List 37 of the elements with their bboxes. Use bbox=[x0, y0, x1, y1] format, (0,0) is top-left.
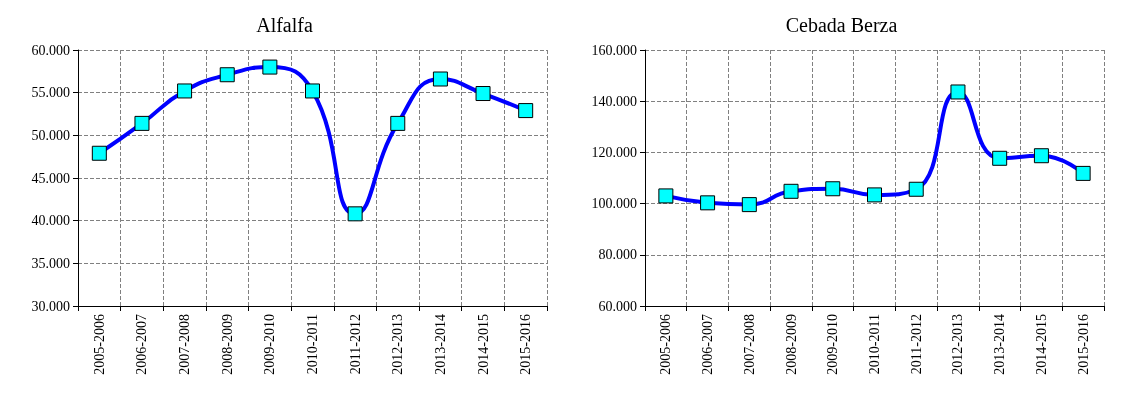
x-tick-label: 2007-2008 bbox=[177, 314, 193, 375]
y-tick-label: 140.000 bbox=[591, 93, 637, 109]
x-tick-label: 2013-2014 bbox=[992, 314, 1008, 375]
y-tick-label: 160.000 bbox=[591, 42, 637, 58]
y-tick-label: 45.000 bbox=[31, 170, 70, 186]
y-tick-label: 35.000 bbox=[31, 255, 70, 271]
x-tick-label: 2010-2011 bbox=[867, 314, 882, 375]
x-tick-label: 2010-2011 bbox=[305, 314, 320, 375]
x-tick-label: 2011-2012 bbox=[347, 314, 363, 375]
x-tick-label: 2005-2006 bbox=[91, 314, 107, 375]
x-tick-label: 2011-2012 bbox=[908, 314, 924, 375]
x-tick-label: 2013-2014 bbox=[432, 314, 448, 375]
x-tick-label: 2015-2016 bbox=[518, 314, 534, 375]
x-tick-label: 2006-2007 bbox=[134, 314, 150, 375]
y-tick-label: 40.000 bbox=[31, 213, 70, 229]
y-tick-label: 60.000 bbox=[31, 42, 70, 58]
x-tick-label: 2007-2008 bbox=[741, 314, 757, 375]
chart-title: Alfalfa bbox=[256, 14, 313, 36]
x-tick-label: 2008-2009 bbox=[219, 314, 235, 375]
x-tick-label: 2009-2010 bbox=[825, 314, 841, 375]
x-tick-label: 2006-2007 bbox=[700, 314, 716, 375]
x-tick-label: 2012-2013 bbox=[950, 314, 966, 375]
y-tick-label: 80.000 bbox=[598, 247, 637, 263]
y-tick-label: 120.000 bbox=[591, 144, 637, 160]
x-tick-label: 2014-2015 bbox=[1033, 314, 1049, 375]
chart-title: Cebada Berza bbox=[785, 14, 898, 36]
x-tick-label: 2008-2009 bbox=[783, 314, 799, 375]
x-tick-label: 2014-2015 bbox=[475, 314, 491, 375]
y-tick-label: 100.000 bbox=[591, 196, 637, 212]
x-tick-label: 2005-2006 bbox=[658, 314, 674, 375]
y-tick-label: 55.000 bbox=[31, 85, 70, 101]
y-tick-label: 30.000 bbox=[31, 298, 70, 314]
y-tick-label: 50.000 bbox=[31, 127, 70, 143]
x-tick-label: 2015-2016 bbox=[1075, 314, 1091, 375]
y-tick-label: 60.000 bbox=[598, 298, 637, 314]
x-tick-label: 2012-2013 bbox=[390, 314, 406, 375]
x-tick-label: 2009-2010 bbox=[262, 314, 278, 375]
